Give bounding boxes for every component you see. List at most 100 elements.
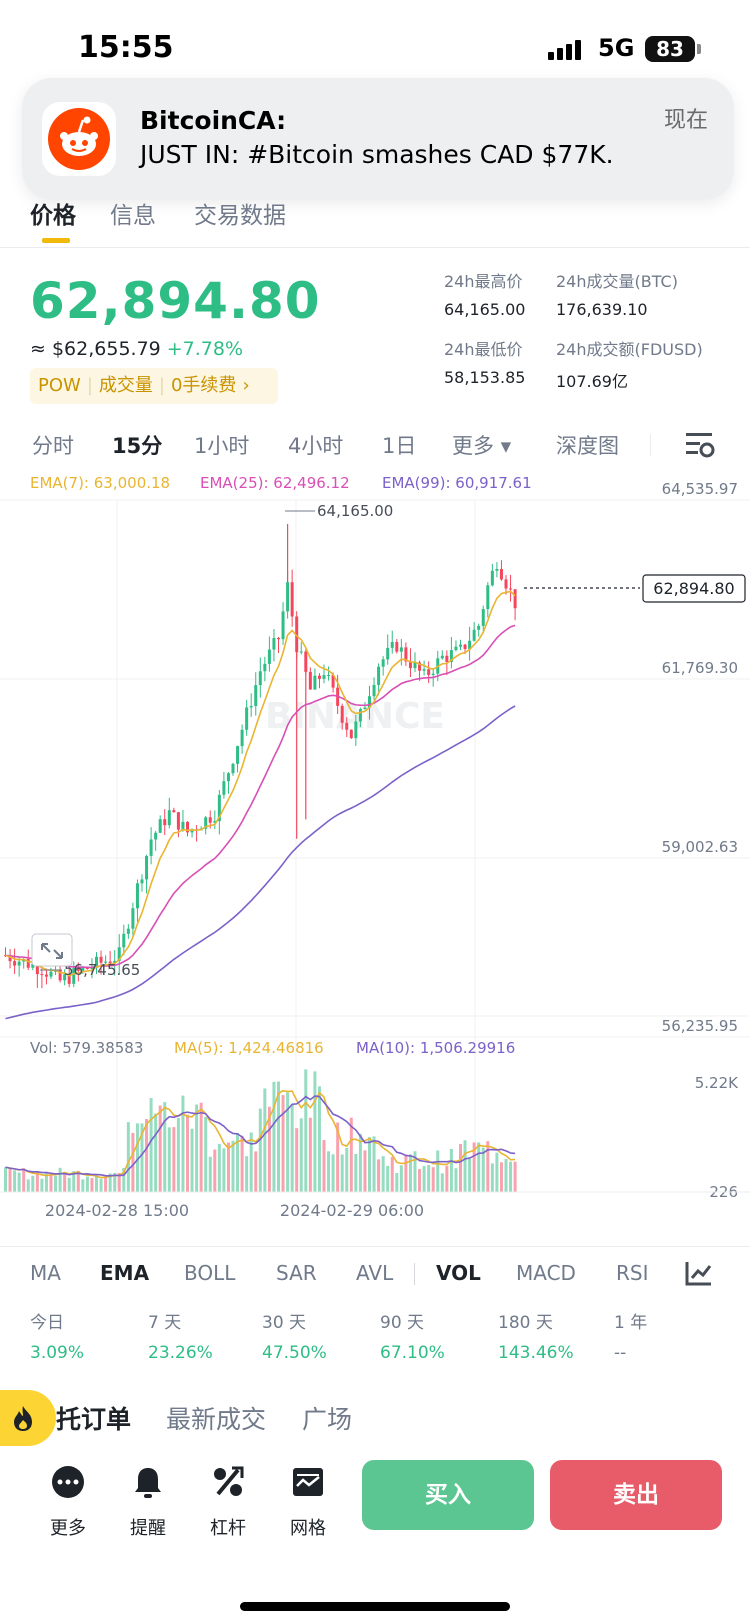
tab-recent-trades[interactable]: 最新成交 [166,1405,267,1434]
ind-vol[interactable]: VOL [436,1261,481,1285]
tab-square[interactable]: 广场 [302,1405,353,1434]
grid-button[interactable]: 网格 [278,1464,338,1540]
interval-1d[interactable]: 1日 [382,434,417,458]
notification-banner[interactable]: BitcoinCA: JUST IN: #Bitcoin smashes CAD… [22,78,734,200]
fire-button[interactable] [0,1390,56,1446]
volume-bar [49,1175,53,1192]
volume-bar [199,1102,203,1192]
interval-timeline[interactable]: 分时 [32,434,74,458]
ind-macd[interactable]: MACD [516,1261,576,1285]
volume-bar [72,1171,76,1192]
ind-rsi[interactable]: RSI [616,1261,649,1285]
candle-body [158,819,162,833]
candle-body [72,968,76,984]
candle-body [440,655,444,659]
volume-bar [472,1142,476,1192]
candle-body [167,810,171,826]
ema7-line [5,590,516,977]
candle-body [131,908,135,929]
volume-bar [327,1151,331,1192]
interval-1h[interactable]: 1小时 [194,434,250,458]
volume-bar [322,1140,326,1192]
ind-boll[interactable]: BOLL [184,1261,236,1285]
candle-body [117,947,121,961]
volume-bar [135,1123,139,1192]
interval-15m[interactable]: 15分 [112,434,163,458]
volume-bar [336,1122,340,1192]
stat-low-value: 58,153.85 [444,368,526,387]
volume-bar [445,1165,449,1192]
interval-more[interactable]: 更多 ▾ [452,434,512,458]
candle-body [135,883,139,909]
volume-bar [290,1104,294,1192]
volume-bar [277,1081,280,1192]
candle-body [449,650,453,663]
candle-body [149,839,153,856]
candle-body [254,685,258,707]
ind-avl[interactable]: AVL [356,1261,394,1285]
volume-bar [286,1092,290,1192]
indicator-tabs: MA EMA BOLL SAR AVL VOL MACD RSI [0,1246,750,1294]
ind-ema[interactable]: EMA [100,1261,150,1285]
candle-body [413,662,417,669]
ind-sar[interactable]: SAR [276,1261,317,1285]
volume-bar [231,1140,235,1192]
volume-bar [154,1113,158,1192]
tab-trading-data[interactable]: 交易数据 [194,203,286,229]
leverage-button[interactable]: 杠杆 [198,1464,258,1540]
volume-bar [176,1118,180,1192]
alert-button[interactable]: 提醒 [118,1464,178,1540]
volume-bar [222,1148,226,1192]
content-tabs: 托订单 最新成交 广场 [0,1390,750,1446]
more-button[interactable]: 更多 [38,1464,98,1540]
volume-bar [240,1135,244,1192]
ind-ma[interactable]: MA [30,1261,61,1285]
volume-bar [17,1172,21,1192]
volume-bar [345,1148,349,1192]
tab-info[interactable]: 信息 [110,203,156,229]
interval-depth[interactable]: 深度图 [556,434,619,458]
ema7-legend: EMA(7): 63,000.18 [30,474,170,492]
kline-chart[interactable]: EMA(7): 63,000.18 EMA(25): 62,496.12 EMA… [0,468,750,1233]
candle-body [331,675,335,688]
volume-bar [481,1147,485,1192]
tab-order-book[interactable]: 托订单 [56,1405,132,1434]
candle-body [286,582,290,612]
tab-underline [42,238,70,243]
perf-180d: 180 天 143.46% [498,1313,574,1363]
candle-body [76,968,80,971]
chevron-right-icon: › [242,375,250,396]
volume-bar [317,1086,321,1192]
stats-col-1: 24h最高价 64,165.00 24h最低价 58,153.85 [444,268,525,404]
home-indicator[interactable] [240,1602,510,1611]
vol-legend: Vol: 579.38583 [30,1039,143,1057]
volume-bar [295,1128,299,1192]
candle-body [122,933,126,948]
volume-bar [195,1104,199,1192]
tag-strip[interactable]: POW | 成交量 | 0手续费 › [30,368,278,404]
volume-bar [40,1178,44,1192]
chart-icon[interactable] [684,1259,714,1287]
expand-icon[interactable] [31,933,73,967]
bell-icon [135,1468,161,1498]
volume-bar [468,1157,472,1192]
sell-button[interactable]: 卖出 [550,1460,722,1530]
candle-body [240,729,244,747]
battery-cap [697,44,701,54]
vol-ma10-line [5,1095,516,1177]
tab-price[interactable]: 价格 [30,203,76,229]
settings-icon[interactable] [684,430,716,460]
candle-body [290,582,294,617]
volume-bar [204,1116,208,1192]
volume-bar [217,1144,221,1192]
volume-bar [26,1179,30,1192]
buy-button[interactable]: 买入 [362,1460,534,1530]
volume-bar [113,1172,117,1192]
volume-bar [8,1169,12,1192]
candle-body [17,961,21,966]
stat-low-label: 24h最低价 [444,340,523,359]
volume-bar [390,1156,394,1192]
candle-body [163,819,167,826]
interval-4h[interactable]: 4小时 [288,434,344,458]
status-bar: 15:55 5G 83 [0,0,750,100]
